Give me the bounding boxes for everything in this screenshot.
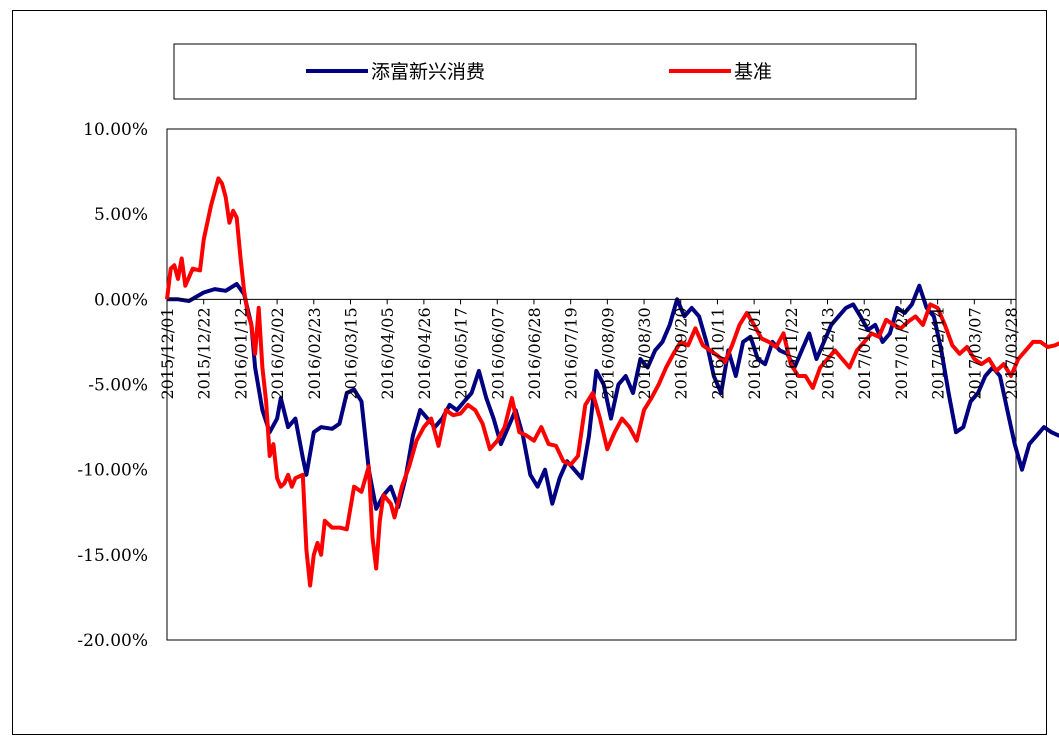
x-tick-label: 2016/08/09 <box>598 307 617 399</box>
x-tick-label: 2015/12/22 <box>195 307 214 399</box>
x-tick-label: 2016/08/30 <box>635 307 654 399</box>
x-tick-label: 2016/11/01 <box>745 307 764 399</box>
x-tick-label: 2016/04/05 <box>378 307 397 399</box>
series-line-1 <box>167 282 1059 511</box>
x-tick-label: 2015/12/01 <box>158 307 177 399</box>
legend-box <box>173 43 917 100</box>
x-tick-label: 2016/12/13 <box>819 307 838 399</box>
x-tick-label: 2017/01/24 <box>892 307 911 399</box>
x-tick-label: 2016/06/07 <box>488 307 507 399</box>
x-tick-label: 2016/07/19 <box>562 307 581 399</box>
plot-area <box>166 128 1017 641</box>
x-tick-label: 2016/04/26 <box>415 307 434 399</box>
y-tick-label: 5.00% <box>94 205 148 225</box>
x-tick-label: 2016/05/17 <box>452 307 471 399</box>
series-layer <box>165 176 1059 588</box>
y-tick-label: -5.00% <box>88 376 148 396</box>
x-tick-label: 2016/02/23 <box>305 307 324 399</box>
y-tick-label: -10.00% <box>77 461 148 481</box>
x-tick-label: 2017/02/14 <box>929 307 948 399</box>
x-tick-label: 2016/01/12 <box>231 307 250 399</box>
x-tick-label: 2016/03/15 <box>341 307 360 399</box>
x-tick-label: 2016/11/22 <box>782 307 801 399</box>
x-tick-label: 2017/03/28 <box>1002 307 1021 399</box>
y-tick-label: 0.00% <box>94 290 148 310</box>
legend-label-series-2: 基准 <box>734 61 772 83</box>
y-tick-label: -20.00% <box>77 631 148 651</box>
x-tick-label: 2016/06/28 <box>525 307 544 399</box>
x-tick-label: 2016/10/11 <box>708 307 727 399</box>
legend: 添富新兴消费 基准 <box>173 43 917 100</box>
x-tick-label: 2016/09/20 <box>672 307 691 399</box>
x-tick-label: 2016/02/02 <box>268 307 287 399</box>
x-tick-label: 2017/01/03 <box>855 307 874 399</box>
y-tick-label: -15.00% <box>77 546 148 566</box>
series-line-2 <box>165 176 1059 588</box>
x-axis: 2015/12/01 2015/12/22 2016/01/12 2016/02/02… <box>158 299 1021 400</box>
x-tick-label: 2017/03/07 <box>965 307 984 399</box>
chart-frame <box>12 10 1047 735</box>
y-axis: 10.00% 5.00% 0.00% -5.00% -10.00% -15.00% -20.… <box>77 120 148 651</box>
y-tick-label: 10.00% <box>83 120 148 140</box>
legend-label-series-1: 添富新兴消费 <box>371 61 485 83</box>
